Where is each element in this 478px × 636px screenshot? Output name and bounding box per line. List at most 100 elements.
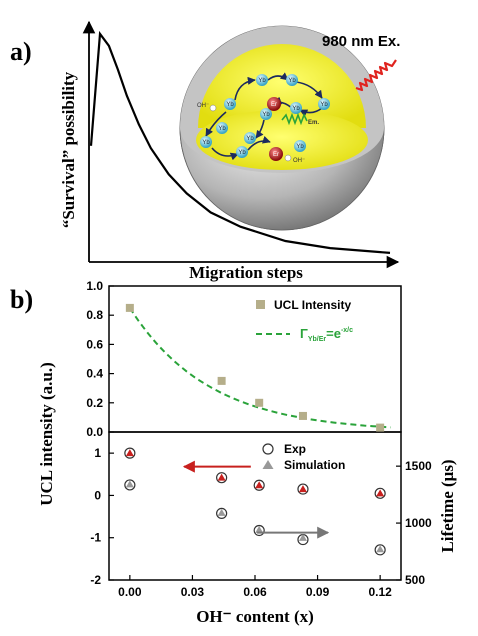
legend-sim-marker: [262, 460, 274, 469]
svg-text:Yb: Yb: [262, 112, 270, 118]
oh-molecule: [284, 154, 292, 162]
legend-ucl-label: UCL Intensity: [274, 298, 351, 312]
migration-arrow: [247, 135, 271, 151]
left-y-tick-label: -1: [90, 531, 101, 545]
er-ion: Er: [269, 147, 283, 161]
panel-a-xlabel: Migration steps: [189, 263, 303, 282]
yb-ion: Yb: [244, 132, 256, 144]
top-y-tick-label: 0.2: [86, 396, 103, 410]
left-axis-sim-point: [125, 449, 134, 457]
bottom-ticks: 1 0 -1 -2 1500 1000 500 0.00 0.03 0.06 0.09 0.12: [90, 446, 432, 599]
svg-text:Yb: Yb: [238, 150, 246, 156]
top-y-tick-label: 0.8: [86, 308, 103, 322]
excitation-label: 980 nm Ex.: [322, 33, 400, 50]
x-tick-label: 0.12: [368, 585, 392, 599]
right-y-tick-label: 500: [405, 573, 425, 587]
yb-ion: Yb: [256, 74, 268, 86]
xlabel-oh-content: OH⁻ content (x): [196, 607, 314, 626]
ylabel-ucl-intensity: UCL intensity (a.u.): [37, 362, 56, 506]
right-y-tick-label: 1500: [405, 459, 432, 473]
legend-sim-label: Simulation: [284, 458, 345, 472]
yb-ion: Yb: [290, 102, 302, 114]
left-axis-sim-point: [217, 473, 226, 481]
yb-ion: Yb: [260, 108, 272, 120]
er-ion: Er: [267, 97, 281, 111]
svg-text:Er: Er: [273, 152, 279, 158]
panel-a-label: a): [10, 37, 32, 66]
emission-label: Em.: [308, 120, 319, 126]
ylabel-lifetime-text: Lifetime (μs): [438, 459, 457, 552]
top-plot: [125, 303, 391, 432]
legend-ucl-marker: [256, 300, 265, 309]
migration-arrow: [205, 111, 227, 137]
top-y-ticks: 0.0 0.2 0.4 0.6 0.8 1.0: [86, 279, 114, 439]
left-y-tick-label: 0: [94, 488, 101, 502]
yb-ion: Yb: [224, 98, 236, 110]
svg-text:Yb: Yb: [288, 78, 296, 84]
panel-b-bottom-frame: [108, 431, 402, 581]
bottom-plot: [124, 447, 386, 556]
svg-text:Yb: Yb: [292, 106, 300, 112]
legend-fit-label: ΓYb/Er=e-x/c: [300, 326, 353, 343]
svg-text:Yb: Yb: [296, 144, 304, 150]
migration-arrow: [299, 107, 323, 117]
yb-ion: Yb: [294, 140, 306, 152]
ucl-intensity-point: [298, 411, 307, 420]
top-y-tick-label: 0.0: [86, 425, 103, 439]
left-y-tick-label: 1: [94, 446, 101, 460]
svg-text:Yb: Yb: [320, 102, 328, 108]
panel-b: b) UCL intensity (a.u.) Lifetime (μs) OH…: [10, 279, 457, 626]
lifetime-sim-point: [217, 508, 226, 516]
oh-label: OH⁻: [293, 158, 305, 164]
lifetime-sim-point: [255, 525, 264, 533]
oh-label: OH⁻: [197, 103, 209, 109]
panel-b-top-frame: [108, 285, 402, 433]
excitation-wave: [355, 59, 397, 92]
bottom-legend: Exp Simulation: [262, 442, 345, 472]
migration-arrow: [211, 147, 239, 161]
left-axis-sim-point: [376, 489, 385, 497]
right-y-tick-label: 1000: [405, 516, 432, 530]
ucl-intensity-point: [255, 398, 264, 407]
x-tick-label: 0.03: [181, 585, 205, 599]
legend-exp-label: Exp: [284, 442, 306, 456]
top-y-tick-label: 0.4: [86, 367, 103, 381]
svg-text:Yb: Yb: [258, 78, 266, 84]
top-legend: UCL Intensity ΓYb/Er=e-x/c: [256, 298, 353, 343]
lifetime-sim-point: [376, 545, 385, 553]
left-axis-sim-point: [298, 485, 307, 493]
er-ions: Er Er: [267, 97, 283, 161]
lifetime-sim-point: [298, 533, 307, 541]
svg-text:Er: Er: [271, 102, 277, 108]
panel-a-ylabel: “Survival” possibility: [59, 71, 78, 228]
emission-wave: [281, 112, 308, 126]
yb-ion: Yb: [318, 98, 330, 110]
ylabel-lifetime: Lifetime (μs): [438, 459, 457, 552]
svg-text:Yb: Yb: [246, 136, 254, 142]
panel-b-label: b): [10, 285, 33, 314]
nanoparticle-illustration: Yb Yb Yb Yb Yb Yb Yb Yb Yb Yb Yb Er Er O…: [179, 25, 385, 231]
survival-curve: [89, 30, 391, 254]
migration-arrow: [234, 76, 256, 101]
fit-curve: [129, 307, 391, 429]
ucl-intensity-point: [376, 423, 385, 432]
top-y-tick-label: 1.0: [86, 279, 103, 293]
xlabel-oh-content-text: OH⁻ content (x): [196, 607, 314, 626]
yb-ion: Yb: [200, 136, 212, 148]
ucl-intensity-point: [217, 376, 226, 385]
migration-arrow: [295, 81, 323, 99]
migration-arrow: [255, 119, 265, 139]
yb-ion: Yb: [286, 74, 298, 86]
legend-exp-marker: [262, 443, 274, 455]
svg-text:Yb: Yb: [218, 126, 226, 132]
svg-text:Yb: Yb: [226, 102, 234, 108]
ylabel-ucl-intensity-text: UCL intensity (a.u.): [37, 362, 56, 506]
hydroxyl-groups: OH⁻ OH⁻: [197, 103, 305, 164]
oh-molecule: [209, 104, 217, 112]
ucl-intensity-point: [125, 303, 134, 312]
x-tick-label: 0.00: [118, 585, 142, 599]
yb-ion: Yb: [236, 146, 248, 158]
left-axis-sim-point: [255, 481, 264, 489]
panel-a: a) “Survival” possibility Migration step…: [10, 20, 400, 282]
